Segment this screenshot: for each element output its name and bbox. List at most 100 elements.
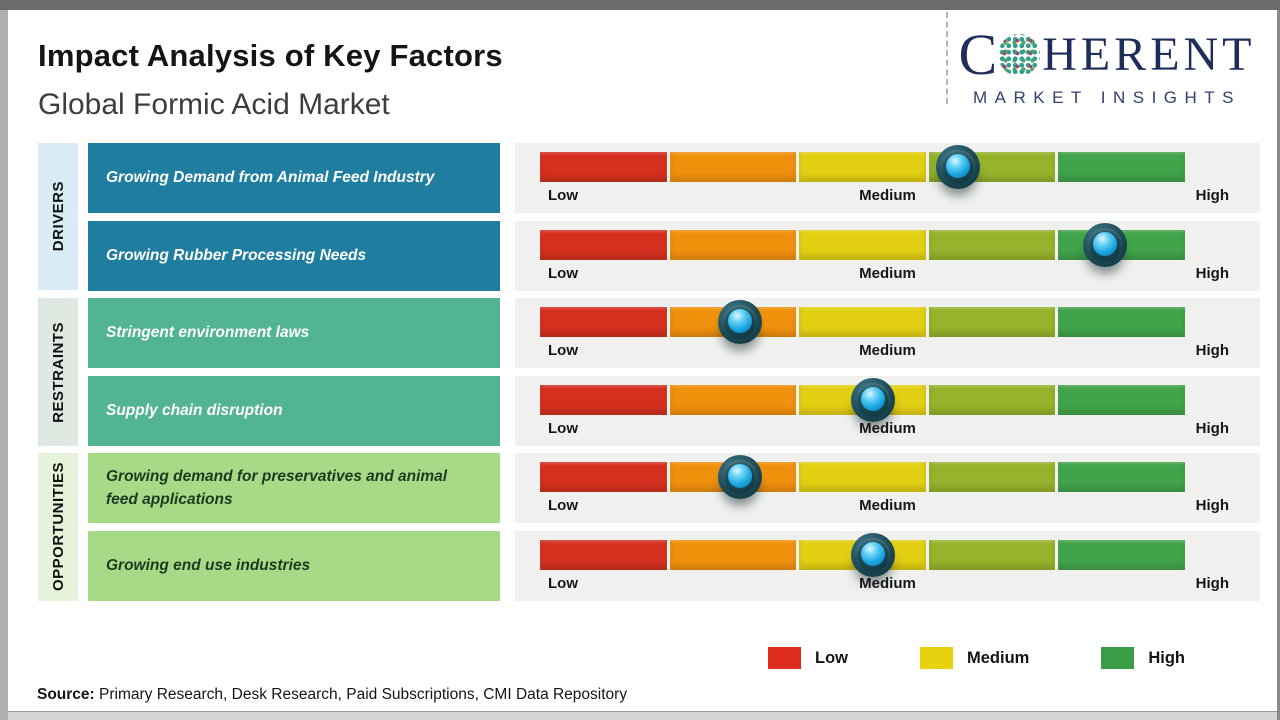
impact-marker-ring	[855, 538, 890, 572]
scale-label-high: High	[1195, 265, 1229, 282]
legend-label-high: High	[1148, 648, 1186, 667]
impact-scale-panel: Low Medium High	[515, 453, 1260, 523]
scale-segment-low-mid	[669, 152, 797, 182]
legend-item-low: Low	[768, 647, 848, 669]
impact-scale-bar	[540, 533, 1185, 577]
logo-tagline: MARKET INSIGHTS	[972, 88, 1242, 107]
scale-segment-medium	[799, 152, 926, 182]
source-text: Primary Research, Desk Research, Paid Su…	[94, 686, 628, 703]
scale-segment-mid-high	[928, 385, 1056, 415]
scale-segment-mid-high	[928, 540, 1056, 570]
factor-label: Supply chain disruption	[106, 402, 283, 420]
impact-scale-panel: Low Medium High	[515, 531, 1260, 601]
factor-label: Growing Rubber Processing Needs	[106, 247, 367, 265]
scale-segment-low-mid	[669, 540, 797, 570]
legend-item-medium: Medium	[920, 647, 1029, 669]
scale-segment-high	[1058, 462, 1185, 492]
scale-segment-high	[1058, 152, 1185, 182]
source-prefix: Source:	[37, 686, 95, 703]
page-subtitle: Global Formic Acid Market	[38, 88, 390, 121]
category-label-drivers: DRIVERS	[49, 181, 67, 252]
legend-swatch-high	[1101, 647, 1135, 669]
legend-label-low: Low	[815, 648, 848, 667]
legend: Low Medium High	[768, 647, 1185, 669]
impact-marker-ring	[855, 383, 890, 417]
scale-segment-mid-high	[928, 462, 1056, 492]
category-label-opportunities: OPPORTUNITIES	[49, 462, 67, 592]
impact-scale-panel: Low Medium High	[515, 376, 1260, 446]
impact-marker-core	[860, 542, 885, 566]
legend-label-medium: Medium	[967, 648, 1030, 667]
impact-scale-panel: Low Medium High	[515, 298, 1260, 368]
scale-segment-low	[540, 152, 667, 182]
scale-label-low: Low	[548, 265, 578, 282]
scale-segment-high	[1058, 540, 1185, 570]
category-strip-opportunities: OPPORTUNITIES	[38, 453, 78, 601]
factor-box: Growing Demand from Animal Feed Industry	[88, 143, 500, 213]
impact-marker-sphere	[850, 378, 895, 422]
factor-label: Growing end use industries	[106, 557, 311, 575]
window-frame-top	[0, 0, 1280, 10]
globe-dots-icon	[998, 34, 1041, 76]
source-line: Source: Primary Research, Desk Research,…	[37, 686, 627, 704]
scale-segment-medium	[799, 230, 926, 260]
impact-marker-core	[727, 464, 752, 488]
legend-item-high: High	[1101, 647, 1185, 669]
window-frame-left	[0, 10, 8, 720]
impact-scale-bar	[540, 378, 1185, 422]
category-strip-restraints: RESTRAINTS	[38, 298, 78, 446]
scale-label-medium: Medium	[859, 575, 916, 592]
impact-scale-panel: Low Medium High	[515, 143, 1260, 213]
impact-marker-core	[860, 387, 885, 411]
scale-label-high: High	[1195, 187, 1229, 204]
scale-label-medium: Medium	[859, 497, 916, 514]
dashed-divider	[946, 12, 948, 104]
window-frame-right	[1277, 10, 1280, 720]
scale-label-medium: Medium	[859, 187, 916, 204]
scale-segment-medium	[799, 462, 926, 492]
factor-label: Stringent environment laws	[106, 324, 310, 342]
factor-box: Growing end use industries	[88, 531, 500, 601]
impact-marker-core	[727, 309, 752, 333]
impact-marker-sphere	[850, 533, 895, 577]
logo-letter-c: C	[958, 22, 998, 87]
impact-scale-bar	[540, 455, 1185, 499]
impact-marker-ring	[722, 460, 757, 494]
scale-label-low: Low	[548, 187, 578, 204]
scale-segment-high	[1058, 385, 1185, 415]
factor-label: Growing demand for preservatives and ani…	[106, 467, 448, 508]
scale-label-high: High	[1195, 497, 1229, 514]
logo-wordmark: C HERENT	[956, 26, 1258, 84]
impact-marker-sphere	[1083, 223, 1128, 267]
scale-segment-medium	[799, 307, 926, 337]
category-strip-drivers: DRIVERS	[38, 143, 78, 290]
impact-marker-sphere	[935, 145, 980, 189]
scale-segment-mid-high	[928, 307, 1056, 337]
factor-box: Growing Rubber Processing Needs	[88, 221, 500, 291]
factor-box: Supply chain disruption	[88, 376, 500, 446]
factor-box: Stringent environment laws	[88, 298, 500, 368]
coherent-market-insights-logo: C HERENT MARKET INSIGHTS	[956, 26, 1258, 108]
impact-scale-bar	[540, 145, 1185, 189]
impact-scale-bar	[540, 223, 1185, 267]
scale-segment-low	[540, 307, 667, 337]
scale-label-low: Low	[548, 575, 578, 592]
scale-segment-low-mid	[669, 230, 797, 260]
scale-label-high: High	[1195, 342, 1229, 359]
legend-swatch-medium	[920, 647, 953, 669]
scale-label-medium: Medium	[859, 265, 916, 282]
scale-segment-high	[1058, 307, 1185, 337]
impact-marker-sphere	[717, 455, 762, 499]
scale-segment-low	[540, 385, 667, 415]
impact-marker-ring	[722, 305, 757, 339]
scale-label-high: High	[1195, 420, 1229, 437]
scale-segment-low	[540, 230, 667, 260]
scale-label-high: High	[1195, 575, 1229, 592]
impact-marker-ring	[1088, 228, 1123, 262]
scale-segment-mid-high	[928, 230, 1056, 260]
impact-marker-core	[945, 154, 970, 178]
scale-segment-low	[540, 462, 667, 492]
legend-swatch-low	[768, 647, 801, 669]
logo-wordmark-rest: HERENT	[1042, 28, 1256, 81]
impact-scale-panel: Low Medium High	[515, 221, 1260, 291]
